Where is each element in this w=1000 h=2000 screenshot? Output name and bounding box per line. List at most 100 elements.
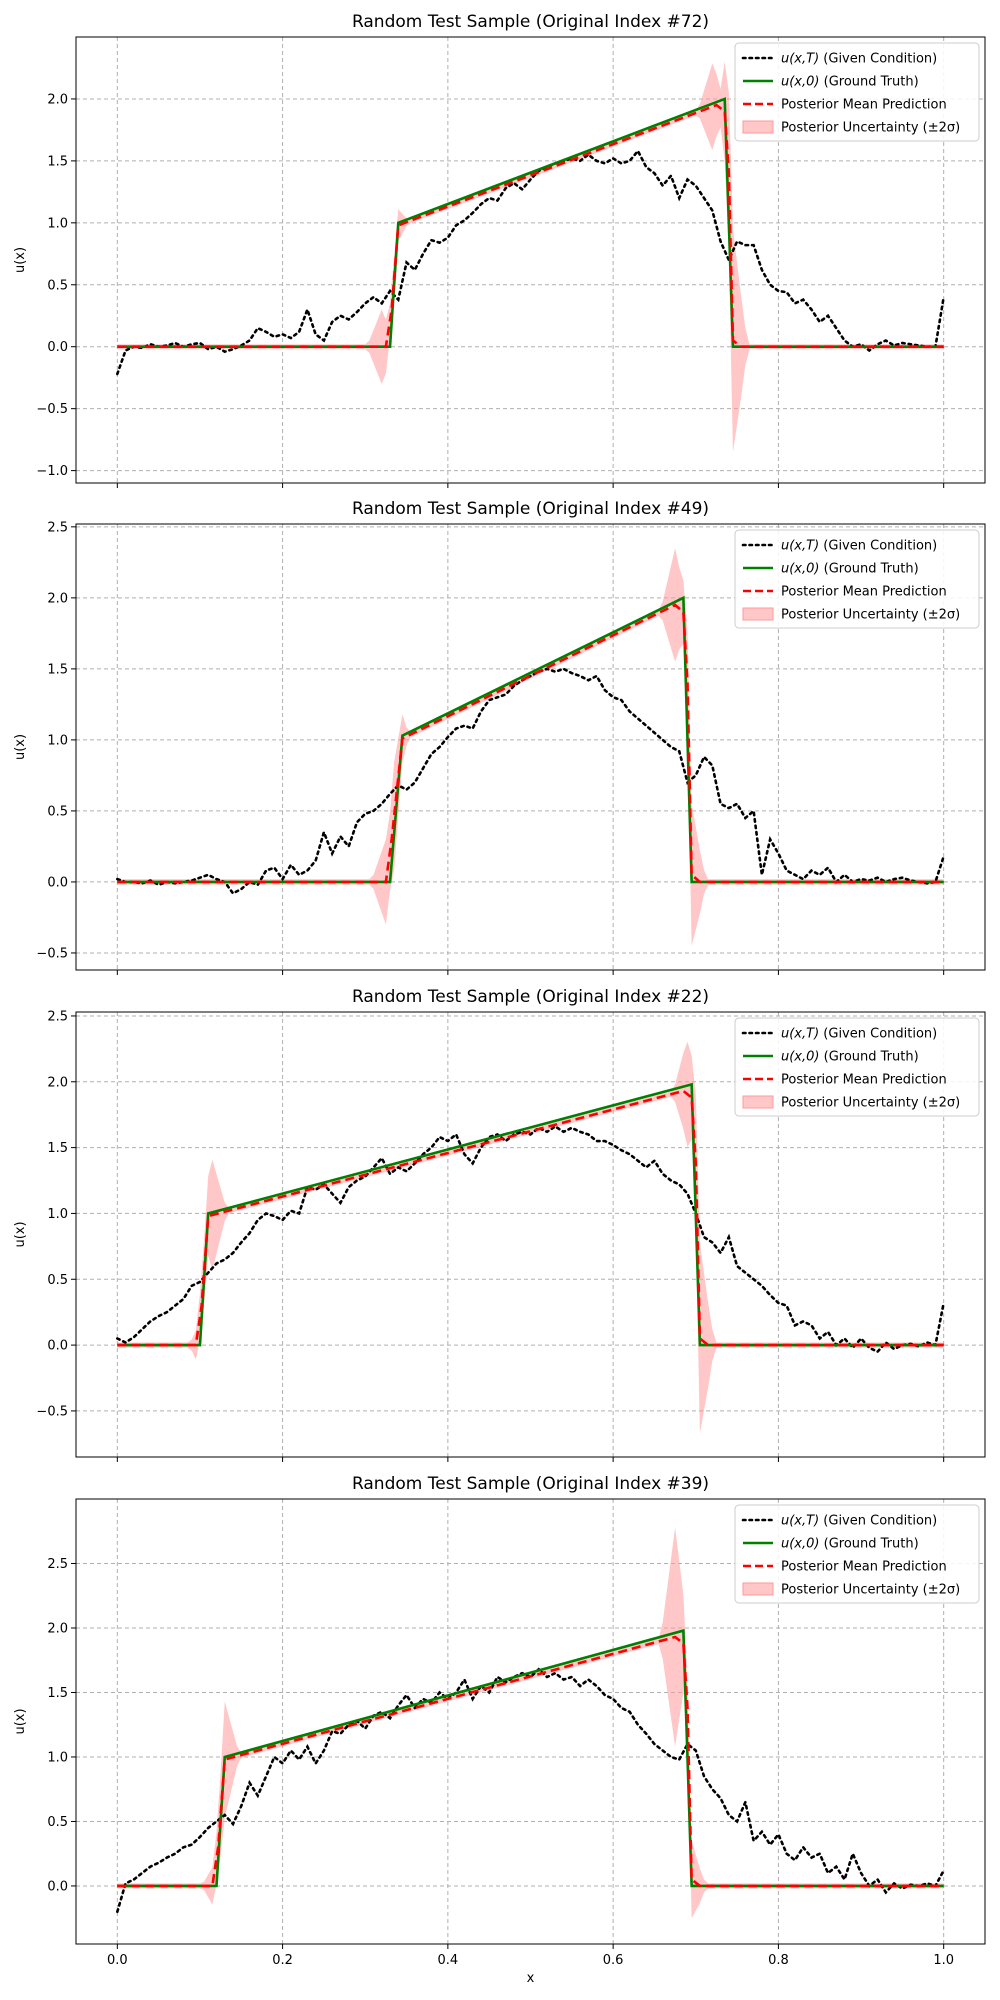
ytick-label: −0.5 (36, 402, 68, 417)
legend-math: u(x,T) (781, 1027, 823, 1042)
subplot-title: Random Test Sample (Original Index #72) (352, 12, 709, 32)
legend: u(x,T) (Given Condition) u(x,0) (Ground T… (734, 1504, 980, 1604)
ytick-label: 1.0 (47, 1750, 68, 1765)
ytick-label: 0.5 (47, 804, 68, 819)
subplot-2: Random Test Sample (Original Index #49) −… (13, 499, 986, 975)
legend-label-band: Posterior Uncertainty (±2σ) (781, 608, 960, 623)
legend-math: u(x,0) (781, 562, 824, 577)
legend-text: (Given Condition) (823, 1514, 937, 1529)
legend: u(x,T) (Given Condition) u(x,0) (Ground T… (734, 1017, 980, 1117)
xtick-label: 0.4 (438, 1953, 459, 1968)
legend-text: (Ground Truth) (824, 1050, 919, 1065)
legend-label-condition: u(x,T) (Given Condition) (781, 1027, 937, 1042)
series-condition (116, 1667, 945, 1914)
ytick-label: 1.5 (47, 1686, 68, 1701)
ytick-label: −1.0 (36, 464, 68, 479)
ytick-label: 1.0 (47, 733, 68, 748)
ytick-label: 1.5 (47, 1141, 68, 1156)
series-ground-truth (117, 1082, 944, 1347)
ytick-label: 2.5 (47, 1009, 68, 1024)
legend-math: u(x,0) (781, 75, 824, 90)
ytick-label: 1.5 (47, 154, 68, 169)
legend-text: (Ground Truth) (824, 1537, 919, 1552)
ytick-label: 0.5 (47, 278, 68, 293)
legend-text: (Given Condition) (823, 1027, 937, 1042)
legend-label-condition: u(x,T) (Given Condition) (781, 52, 937, 67)
subplot-title: Random Test Sample (Original Index #39) (352, 1474, 709, 1494)
legend-math: u(x,T) (781, 539, 823, 554)
ytick-label: 1.5 (47, 662, 68, 677)
ytick-label: 1.0 (47, 1207, 68, 1222)
ytick-label: −0.5 (36, 1404, 68, 1419)
series-posterior-mean (117, 103, 944, 349)
ytick-label: 2.0 (47, 1621, 68, 1636)
legend-label-mean: Posterior Mean Prediction (781, 1560, 947, 1575)
ytick-label: 0.0 (47, 875, 68, 890)
legend-label-truth: u(x,0) (Ground Truth) (781, 1050, 919, 1065)
subplot-4: Random Test Sample (Original Index #39) 0… (13, 1474, 986, 1986)
legend: u(x,T) (Given Condition) u(x,0) (Ground T… (734, 529, 980, 629)
ytick-label: 0.0 (47, 1339, 68, 1354)
legend-text: (Given Condition) (823, 52, 937, 67)
subplot-1: Random Test Sample (Original Index #72) −… (13, 12, 986, 488)
legend-swatch-band (742, 1582, 774, 1596)
plot-area (116, 1041, 945, 1434)
ytick-label: 2.0 (47, 1075, 68, 1090)
legend-text: (Ground Truth) (824, 75, 919, 90)
plot-area (116, 1527, 945, 1919)
plot-area (116, 548, 945, 946)
subplot-title: Random Test Sample (Original Index #22) (352, 987, 709, 1007)
legend-label-mean: Posterior Mean Prediction (781, 585, 947, 600)
ytick-label: 0.0 (47, 1879, 68, 1894)
legend-label-band: Posterior Uncertainty (±2σ) (781, 1583, 960, 1598)
ytick-label: 0.5 (47, 1815, 68, 1830)
legend-label-mean: Posterior Mean Prediction (781, 98, 947, 113)
series-posterior-mean (117, 1635, 944, 1888)
series-condition (116, 148, 945, 376)
legend-math: u(x,0) (781, 1050, 824, 1065)
xtick-label: 0.0 (107, 1953, 128, 1968)
legend-label-condition: u(x,T) (Given Condition) (781, 1514, 937, 1529)
legend-math: u(x,T) (781, 52, 823, 67)
legend-swatch-band (742, 120, 774, 134)
axes-frame (75, 36, 986, 484)
series-condition (116, 667, 945, 895)
ytick-label: 1.0 (47, 216, 68, 231)
legend-label-truth: u(x,0) (Ground Truth) (781, 75, 919, 90)
axes-frame (75, 1498, 986, 1945)
plot-area (116, 61, 945, 453)
legend-swatch-band (742, 1095, 774, 1109)
legend-text: (Given Condition) (823, 539, 937, 554)
y-axis-label: u(x) (13, 1708, 28, 1734)
legend-box (734, 529, 980, 629)
y-axis-label: u(x) (13, 1221, 28, 1247)
xtick-label: 0.6 (603, 1953, 624, 1968)
legend-math: u(x,0) (781, 1537, 824, 1552)
legend-text: (Ground Truth) (824, 562, 919, 577)
legend-label-band: Posterior Uncertainty (±2σ) (781, 121, 960, 136)
legend-label-truth: u(x,0) (Ground Truth) (781, 1537, 919, 1552)
ytick-label: 0.0 (47, 340, 68, 355)
series-posterior-mean (117, 1089, 944, 1347)
series-ground-truth (117, 1628, 944, 1888)
legend-label-band: Posterior Uncertainty (±2σ) (781, 1096, 960, 1111)
y-axis-label: u(x) (13, 247, 28, 273)
ytick-label: −0.5 (36, 946, 68, 961)
y-axis-label: u(x) (13, 734, 28, 760)
uncertainty-band (117, 61, 944, 453)
legend-box (734, 42, 980, 142)
legend-label-mean: Posterior Mean Prediction (781, 1073, 947, 1088)
ytick-label: 2.0 (47, 92, 68, 107)
xtick-label: 1.0 (933, 1953, 954, 1968)
legend-box (734, 1504, 980, 1604)
series-posterior-mean (117, 603, 944, 884)
legend: u(x,T) (Given Condition) u(x,0) (Ground T… (734, 42, 980, 142)
legend-label-condition: u(x,T) (Given Condition) (781, 539, 937, 554)
xtick-label: 0.2 (272, 1953, 293, 1968)
subplot-title: Random Test Sample (Original Index #49) (352, 499, 709, 519)
ytick-label: 0.5 (47, 1273, 68, 1288)
legend-box (734, 1017, 980, 1117)
xtick-label: 0.8 (768, 1953, 789, 1968)
ytick-label: 2.5 (47, 520, 68, 535)
axes-frame (75, 523, 986, 971)
